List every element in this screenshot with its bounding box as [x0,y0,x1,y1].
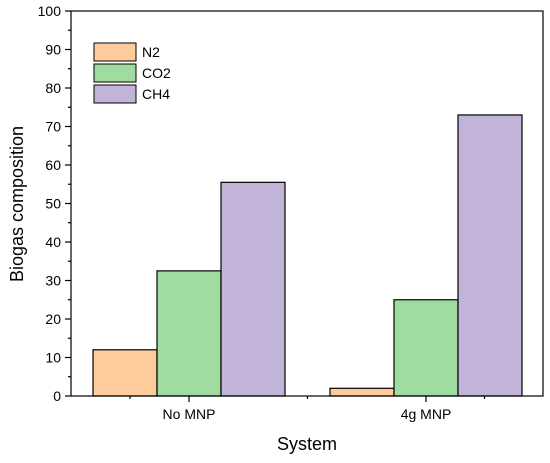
bars-layer [92,114,523,397]
y-tick-label: 100 [38,3,62,19]
x-axis-label: System [277,434,337,454]
y-tick-label: 90 [45,42,61,58]
y-tick-label: 10 [45,350,61,366]
x-tick-label: No MNP [163,406,216,422]
y-tick-label: 60 [45,157,61,173]
bar-ch4-0 [220,181,286,397]
bar-n2-0 [92,349,158,397]
y-tick-label: 20 [45,311,61,327]
y-tick-label: 80 [45,80,61,96]
axes-layer: 0 10 20 30 40 50 60 70 80 90 100 No MNP 4g MNP [38,3,544,422]
legend-swatch-ch4 [93,84,137,104]
bar-co2-0 [156,270,222,397]
y-tick-label: 0 [53,388,61,404]
legend-swatch-n2 [93,42,137,62]
y-tick-label: 40 [45,234,61,250]
legend-label-n2: N2 [142,44,160,60]
y-tick-label: 50 [45,196,61,212]
y-axis-label: Biogas composition [7,126,27,282]
x-tick-label: 4g MNP [401,406,452,422]
y-tick-label: 30 [45,273,61,289]
legend-swatch-co2 [93,63,137,83]
legend-label-co2: CO2 [142,65,171,81]
y-tick-label: 70 [45,119,61,135]
bar-co2-1 [393,299,459,397]
bar-n2-1 [329,387,395,397]
legend-label-ch4: CH4 [142,86,170,102]
legend: N2 CO2 CH4 [93,42,171,104]
bar-ch4-1 [457,114,523,397]
